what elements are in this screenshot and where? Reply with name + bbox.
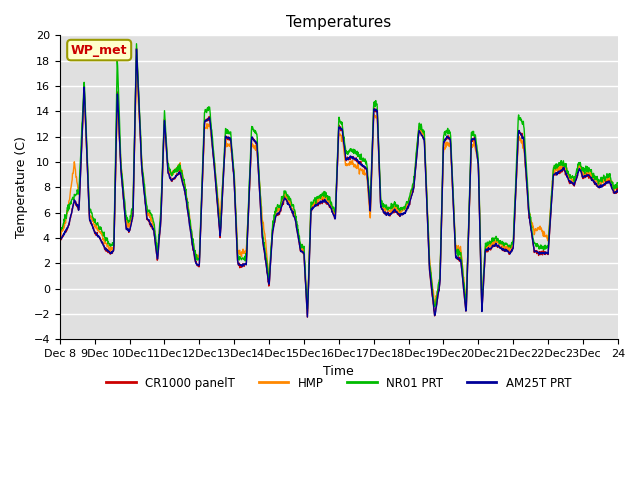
NR01 PRT xyxy=(143,209,151,215)
NR01 PRT xyxy=(471,133,479,139)
NR01 PRT xyxy=(132,41,140,47)
CR1000 panelT xyxy=(553,171,561,177)
CR1000 panelT xyxy=(132,46,140,51)
HMP xyxy=(614,183,621,189)
Line: NR01 PRT: NR01 PRT xyxy=(60,44,618,309)
Line: AM25T PRT: AM25T PRT xyxy=(60,49,618,317)
HMP xyxy=(303,309,311,314)
AM25T PRT xyxy=(314,201,322,206)
AM25T PRT xyxy=(132,47,140,52)
AM25T PRT xyxy=(303,314,311,320)
CR1000 panelT xyxy=(56,238,63,243)
HMP xyxy=(553,168,561,173)
NR01 PRT xyxy=(614,180,621,186)
Text: WP_met: WP_met xyxy=(71,44,127,57)
AM25T PRT xyxy=(614,189,621,194)
HMP xyxy=(471,144,479,150)
HMP xyxy=(56,231,63,237)
CR1000 panelT xyxy=(314,200,322,206)
Y-axis label: Temperature (C): Temperature (C) xyxy=(15,136,28,238)
HMP xyxy=(132,68,140,73)
NR01 PRT xyxy=(324,193,332,199)
AM25T PRT xyxy=(143,216,151,222)
AM25T PRT xyxy=(56,237,63,243)
NR01 PRT xyxy=(607,180,615,185)
CR1000 panelT xyxy=(607,184,615,190)
X-axis label: Time: Time xyxy=(323,365,354,378)
AM25T PRT xyxy=(607,183,615,189)
CR1000 panelT xyxy=(614,186,621,192)
Line: HMP: HMP xyxy=(60,71,618,312)
CR1000 panelT xyxy=(303,314,311,320)
Title: Temperatures: Temperatures xyxy=(286,15,392,30)
NR01 PRT xyxy=(314,196,322,202)
NR01 PRT xyxy=(478,306,486,312)
CR1000 panelT xyxy=(471,137,479,143)
AM25T PRT xyxy=(471,136,479,142)
NR01 PRT xyxy=(56,226,63,231)
AM25T PRT xyxy=(553,172,561,178)
Line: CR1000 panelT: CR1000 panelT xyxy=(60,48,618,317)
HMP xyxy=(143,209,151,215)
AM25T PRT xyxy=(325,202,333,208)
HMP xyxy=(314,195,322,201)
CR1000 panelT xyxy=(143,216,151,222)
HMP xyxy=(325,198,333,204)
NR01 PRT xyxy=(553,161,561,167)
HMP xyxy=(607,180,615,186)
CR1000 panelT xyxy=(325,203,333,208)
Legend: CR1000 panelT, HMP, NR01 PRT, AM25T PRT: CR1000 panelT, HMP, NR01 PRT, AM25T PRT xyxy=(102,372,576,394)
